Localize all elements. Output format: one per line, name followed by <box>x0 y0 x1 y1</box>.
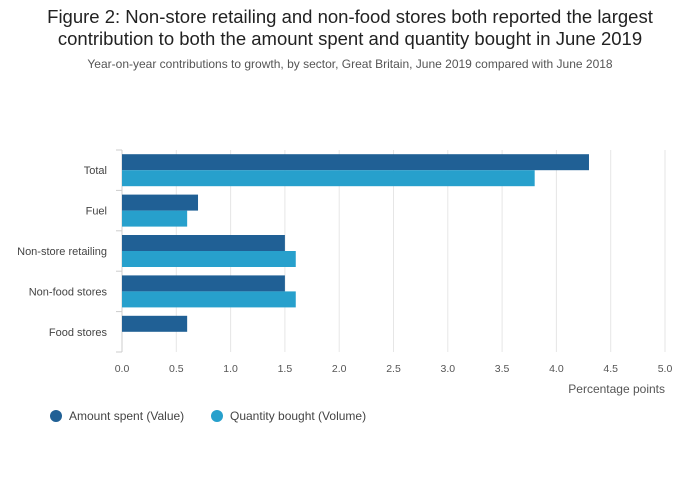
x-tick-label: 1.5 <box>278 363 293 375</box>
bar-value <box>122 275 285 292</box>
bar-volume <box>122 251 296 267</box>
bar-value <box>122 194 199 211</box>
category-label: Fuel <box>86 206 107 218</box>
x-tick-label: 3.5 <box>495 363 510 375</box>
bar-value <box>122 154 589 171</box>
bar-value <box>122 235 285 251</box>
x-tick-label: 4.0 <box>549 363 564 375</box>
chart-title: Figure 2: Non-store retailing and non-fo… <box>0 6 700 50</box>
category-label: Non-store retailing <box>17 246 107 258</box>
chart-title-line-2: contribution to both the amount spent an… <box>57 28 643 49</box>
legend-label: Quantity bought (Volume) <box>230 409 366 423</box>
x-tick-label: 3.0 <box>440 363 455 375</box>
bar-volume <box>122 291 296 308</box>
bar-value <box>122 315 188 332</box>
x-tick-label: 2.5 <box>386 363 401 375</box>
category-label: Non-food stores <box>29 286 108 298</box>
x-tick-label: 4.5 <box>603 363 618 375</box>
bar-volume <box>122 210 188 227</box>
category-label: Total <box>84 165 107 177</box>
chart-title-line-1: Figure 2: Non-store retailing and non-fo… <box>47 6 653 27</box>
bar-volume <box>122 170 535 187</box>
category-label: Food stores <box>49 327 108 339</box>
x-tick-label: 5.0 <box>658 363 673 375</box>
legend-marker <box>211 410 223 422</box>
x-tick-label: 0.0 <box>115 363 130 375</box>
x-tick-label: 2.0 <box>332 363 347 375</box>
legend-marker <box>50 410 62 422</box>
x-tick-label: 0.5 <box>169 363 184 375</box>
chart-subtitle: Year-on-year contributions to growth, by… <box>87 57 613 71</box>
legend-label: Amount spent (Value) <box>69 409 184 423</box>
x-axis-label: Percentage points <box>568 382 665 396</box>
x-tick-label: 1.0 <box>223 363 238 375</box>
